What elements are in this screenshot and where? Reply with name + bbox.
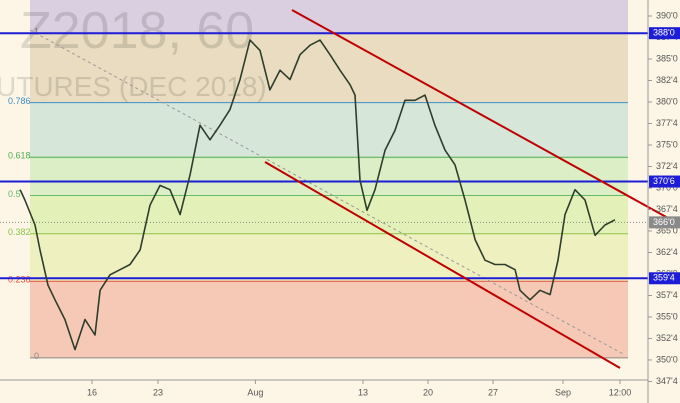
y-tick-label: 365'0 [656,225,678,235]
price-line-series [19,39,616,351]
y-tick-label: 375'0 [656,139,678,149]
fib-label: 0.236 [8,275,31,285]
plot [0,32,648,351]
y-tick-label: 382'4 [656,75,678,85]
channel-upper [291,9,669,219]
y-tick-label: 372'4 [656,161,678,171]
x-tick-label: 16 [87,387,97,397]
price-label-box [649,175,680,188]
x-tick-label: 23 [153,387,163,397]
watermark: UTURES (DEC 2018) [0,71,267,102]
fib-label: 0 [34,351,39,361]
y-tick-label: 390'0 [656,10,678,20]
channel-lower [264,161,621,369]
x-tick-label: 27 [488,387,498,397]
fib-band [30,102,628,158]
y-tick-label: 385'0 [656,53,678,63]
y-tick-label: 367'4 [656,204,678,214]
y-tick-label: 347'4 [656,376,678,386]
fib-band [30,33,628,103]
x-tick-label: 12:00 [609,387,632,397]
y-tick-label: 377'4 [656,118,678,128]
fib-label: 0.5 [8,189,21,199]
y-tick-label: 352'4 [656,333,678,343]
fib-band [30,233,628,282]
fib-band [30,157,628,196]
fib-band [30,195,628,234]
fib-bands: 1 0.786 0.618 0.5 0.382 0.236 0 [8,0,628,361]
price-label-box [649,272,680,285]
last-price-label: 366'0 [653,217,675,227]
price-label-box [649,27,680,40]
overlay: 390'0387'4385'0382'4380'0377'4375'0372'4… [87,10,680,397]
x-tick-label: Aug [247,387,263,397]
x-tick-label: Sep [555,387,571,397]
price-label: 388'0 [653,28,675,38]
fib-band [30,0,628,34]
fib-trend-line [29,29,626,356]
price-label: 359'4 [653,273,675,283]
watermark: Z2018, 60 [20,2,254,60]
y-tick-label: 350'0 [656,354,678,364]
price-label: 370'6 [653,176,675,186]
last-price-box [649,216,680,229]
y-tick-label: 362'4 [656,247,678,257]
fib-label: 0.382 [8,227,31,237]
x-tick-label: 20 [423,387,433,397]
fib-band [30,281,628,358]
x-tick-label: 13 [358,387,368,397]
fib-label: 0.786 [8,96,31,106]
y-tick-label: 355'0 [656,311,678,321]
y-tick-label: 380'0 [656,96,678,106]
fib-label: 1 [34,27,39,37]
fib-label: 0.618 [8,151,31,161]
y-tick-label: 357'4 [656,290,678,300]
